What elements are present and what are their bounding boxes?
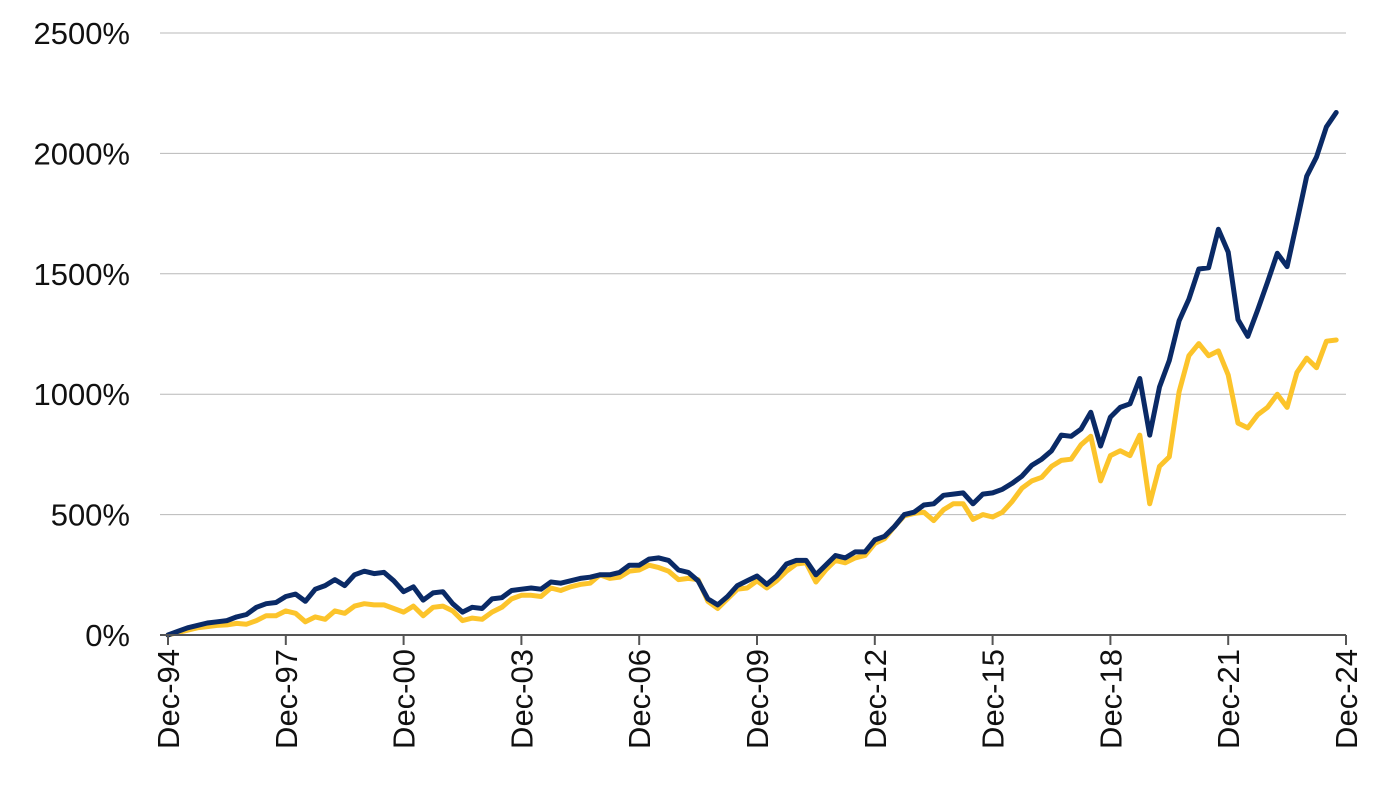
x-tick-label: Dec-15	[976, 649, 1011, 749]
y-tick-label: 500%	[51, 498, 130, 533]
x-tick-label: Dec-18	[1093, 649, 1128, 749]
gridlines	[160, 32, 1346, 516]
y-tick-labels: 0% 500% 1000% 1500% 2000% 2500%	[33, 16, 130, 653]
y-tick-label: 1000%	[33, 377, 130, 412]
x-tick-label: Dec-03	[504, 649, 539, 749]
x-tick-label: Dec-24	[1329, 649, 1364, 749]
series-line-1	[165, 110, 1339, 638]
series-lines	[165, 110, 1339, 638]
x-tick-label: Dec-09	[740, 649, 775, 749]
x-tick-label: Dec-00	[387, 649, 422, 749]
x-tick-labels: Dec-94 Dec-97 Dec-00 Dec-03 Dec-06 Dec-09 Dec-…	[151, 649, 1364, 749]
x-tick-label: Dec-12	[858, 649, 893, 749]
y-tick-label: 2000%	[33, 136, 130, 171]
y-tick-label: 0%	[85, 618, 130, 653]
x-tick-label: Dec-06	[622, 649, 657, 749]
x-tick-label: Dec-21	[1211, 649, 1246, 749]
y-tick-label: 2500%	[33, 16, 130, 51]
series-line-2	[165, 337, 1339, 638]
x-tick-label: Dec-97	[269, 649, 304, 749]
axes	[160, 634, 1347, 645]
x-tick-label: Dec-94	[151, 649, 186, 749]
y-tick-label: 1500%	[33, 257, 130, 292]
